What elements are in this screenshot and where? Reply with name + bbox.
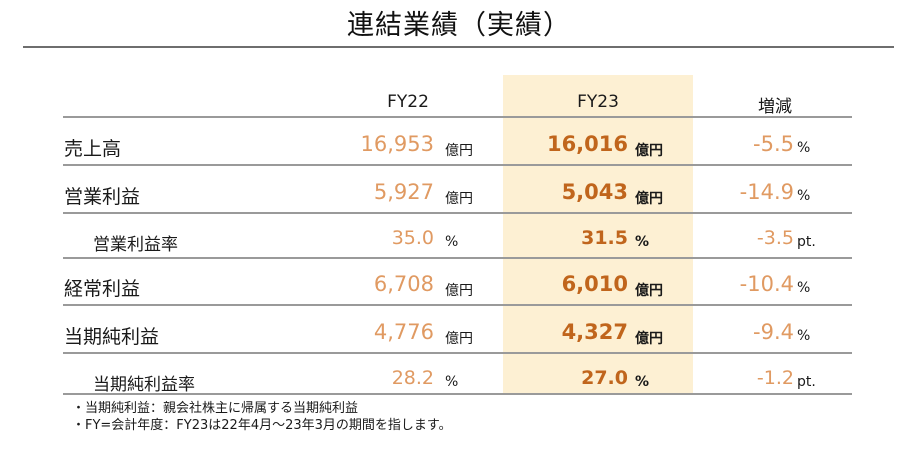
column-header-fy23: FY23 (577, 92, 619, 112)
row-label: 売上高 (64, 138, 122, 160)
row-divider (63, 212, 852, 214)
fy23-unit: 億円 (635, 143, 663, 159)
change-unit: % (797, 140, 811, 156)
row-divider (63, 257, 852, 259)
fy23-unit: 億円 (635, 191, 663, 207)
header-divider (63, 116, 852, 118)
fy22-value: 5,927 (373, 180, 434, 204)
column-header-fy22: FY22 (387, 92, 429, 112)
footnotes: ・当期純利益：親会社株主に帰属する当期純利益 ・FY=会計年度：FY23は22年… (72, 400, 452, 434)
footnote-net-income: ・当期純利益：親会社株主に帰属する当期純利益 (72, 401, 359, 416)
fy22-value: 4,776 (373, 320, 434, 344)
row-label: 営業利益 (64, 186, 141, 208)
page-title: 連結業績（実績） (347, 10, 571, 41)
fy22-unit: % (445, 374, 459, 390)
change-value: -10.4 (739, 272, 794, 296)
fy23-unit: % (635, 234, 650, 250)
fy23-highlight-column (503, 75, 693, 394)
footnote-fiscal-year: ・FY=会計年度：FY23は22年4月～23年3月の期間を指します。 (72, 418, 452, 433)
fy22-unit: 億円 (445, 283, 473, 299)
change-unit: pt. (797, 374, 816, 390)
fy22-unit: 億円 (445, 191, 473, 207)
change-value: -5.5 (753, 132, 794, 156)
change-value: -1.2 (756, 367, 794, 389)
change-unit: % (797, 188, 811, 204)
change-value: -9.4 (753, 320, 794, 344)
row-divider (63, 304, 852, 306)
change-unit: pt. (797, 234, 816, 250)
fy23-unit: % (635, 374, 650, 390)
fy23-value: 16,016 (546, 132, 628, 156)
row-divider (63, 352, 852, 354)
change-value: -3.5 (756, 227, 794, 249)
fy23-unit: 億円 (635, 331, 663, 347)
row-label: 営業利益率 (93, 235, 178, 255)
fy22-unit: 億円 (445, 143, 473, 159)
fy22-value: 16,953 (360, 132, 434, 156)
change-unit: % (797, 280, 811, 296)
fy23-value: 31.5 (581, 227, 628, 249)
fy23-value: 4,327 (561, 320, 628, 344)
fy23-value: 27.0 (581, 367, 628, 389)
fy23-value: 6,010 (561, 272, 628, 296)
column-header-change: 増減 (758, 97, 792, 117)
row-divider (63, 164, 852, 166)
fy23-unit: 億円 (635, 283, 663, 299)
change-value: -14.9 (739, 180, 794, 204)
row-label: 当期純利益 (64, 326, 160, 348)
fy23-value: 5,043 (561, 180, 628, 204)
row-label: 経常利益 (64, 278, 141, 300)
title-divider (23, 46, 894, 48)
fy22-value: 28.2 (391, 367, 434, 389)
fy22-unit: 億円 (445, 331, 473, 347)
change-unit: % (797, 328, 811, 344)
fy22-value: 6,708 (373, 272, 434, 296)
fy22-unit: % (445, 234, 459, 250)
fy22-value: 35.0 (391, 227, 434, 249)
row-label: 当期純利益率 (93, 375, 195, 395)
row-divider (63, 393, 852, 395)
